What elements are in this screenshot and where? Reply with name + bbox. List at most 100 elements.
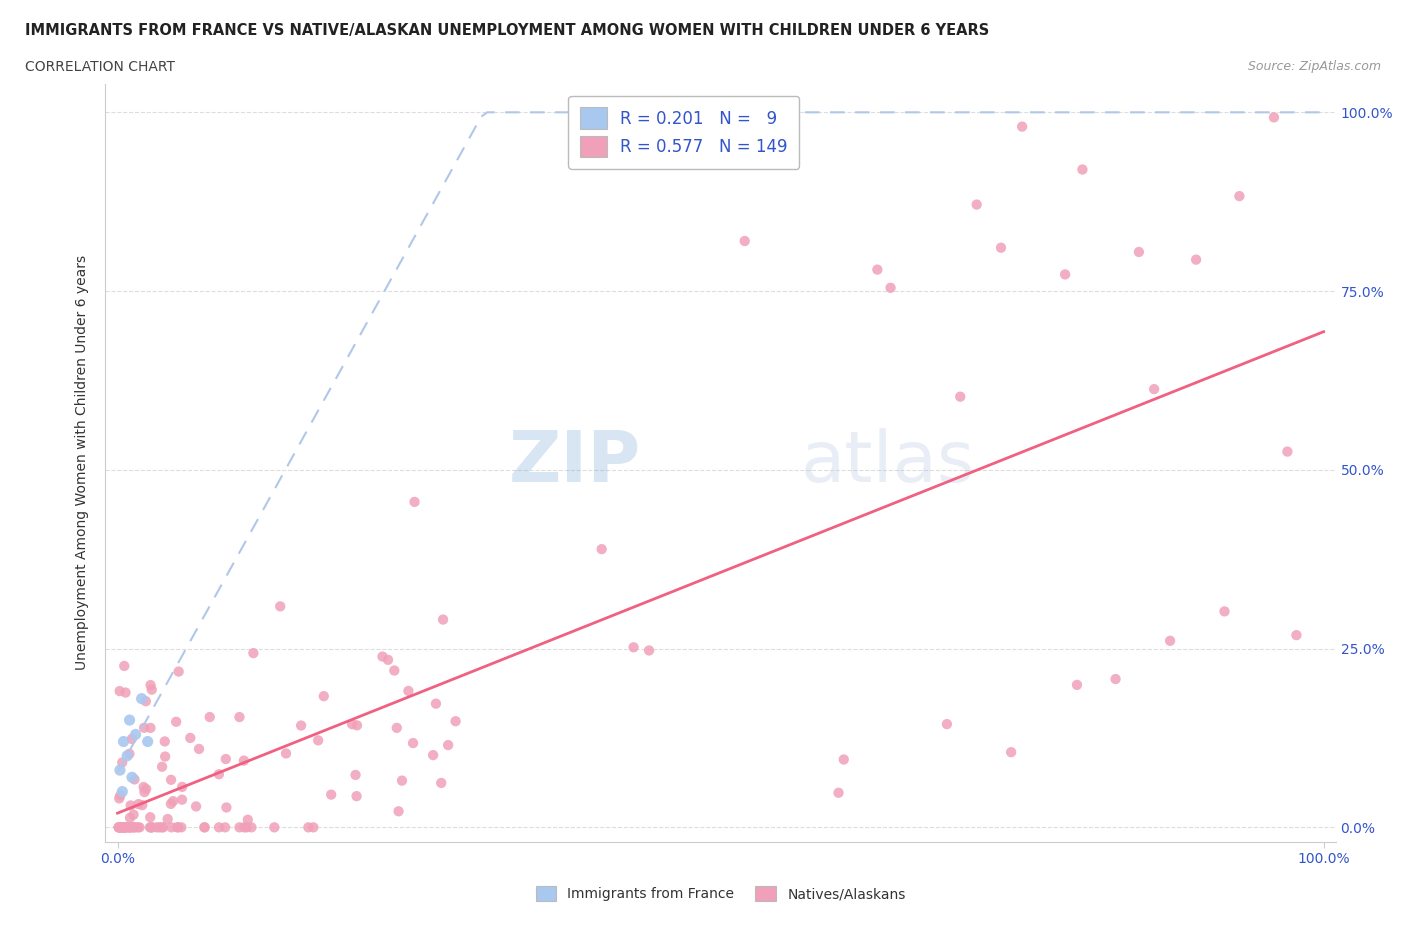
Point (170, 820, 193, 835)
Point (128, 820, 150, 835)
Point (638, 643, 661, 658)
Point (382, 663, 405, 678)
Point (160, 796, 183, 811)
Point (879, 280, 901, 295)
Point (152, 820, 174, 835)
Point (139, 721, 162, 736)
Point (128, 797, 150, 812)
Point (139, 820, 162, 835)
Point (108, 763, 131, 777)
Point (194, 820, 217, 835)
Point (108, 820, 131, 835)
Point (346, 789, 368, 804)
Point (107, 820, 129, 835)
Point (866, 262, 889, 277)
Point (432, 612, 454, 627)
Point (153, 734, 176, 749)
Point (110, 820, 132, 835)
Point (391, 773, 413, 788)
Point (302, 820, 325, 835)
Text: Source: ZipAtlas.com: Source: ZipAtlas.com (1247, 60, 1381, 73)
Point (208, 767, 231, 782)
Point (118, 712, 141, 727)
Point (118, 820, 141, 835)
Point (228, 710, 250, 724)
Point (1227, 189, 1250, 204)
Point (112, 820, 135, 835)
Point (623, 640, 645, 655)
Point (184, 799, 207, 814)
Point (135, 781, 157, 796)
Point (425, 697, 447, 711)
Point (114, 820, 136, 835)
Point (131, 798, 153, 813)
Point (1128, 245, 1150, 259)
Point (118, 810, 141, 825)
Point (1213, 604, 1236, 618)
Point (297, 820, 319, 835)
Point (208, 820, 231, 835)
Point (114, 820, 136, 835)
Point (124, 772, 146, 787)
Point (114, 685, 136, 700)
Point (290, 718, 312, 733)
Point (240, 820, 263, 835)
Point (321, 787, 343, 802)
Point (312, 689, 335, 704)
Point (165, 714, 187, 729)
Point (122, 807, 145, 822)
Point (193, 820, 215, 835)
Point (242, 645, 264, 660)
Point (269, 599, 291, 614)
Point (215, 751, 238, 766)
Point (832, 752, 855, 767)
Point (112, 658, 135, 673)
Point (591, 541, 613, 556)
Point (160, 772, 183, 787)
Point (990, 240, 1012, 255)
Point (235, 820, 257, 835)
Point (150, 759, 173, 774)
Point (107, 820, 129, 835)
Point (114, 820, 136, 835)
Point (1159, 633, 1181, 648)
Point (122, 820, 145, 835)
Point (340, 717, 363, 732)
Point (160, 820, 183, 835)
Point (734, 233, 756, 248)
Point (167, 820, 190, 835)
Point (120, 820, 142, 835)
Point (935, 717, 957, 732)
Point (1104, 671, 1126, 686)
Point (156, 812, 179, 827)
Point (1285, 628, 1308, 643)
Point (134, 785, 156, 800)
Point (122, 820, 145, 835)
Point (396, 684, 419, 698)
Point (167, 664, 190, 679)
Point (402, 736, 425, 751)
Point (139, 678, 162, 693)
Point (1143, 381, 1166, 396)
Point (198, 710, 221, 724)
Point (172, 779, 194, 794)
Point (141, 820, 163, 835)
Point (132, 721, 155, 736)
Point (107, 820, 129, 835)
Point (127, 820, 149, 835)
Point (1011, 119, 1033, 134)
Point (166, 820, 188, 835)
Point (162, 793, 184, 808)
Point (422, 748, 444, 763)
Point (170, 792, 193, 807)
Point (215, 800, 238, 815)
Point (110, 820, 132, 835)
Point (236, 812, 259, 827)
Point (111, 820, 134, 835)
Point (111, 820, 134, 835)
Point (135, 694, 157, 709)
Point (114, 820, 136, 835)
Point (1066, 677, 1088, 692)
Point (153, 749, 176, 764)
Point (228, 820, 250, 835)
